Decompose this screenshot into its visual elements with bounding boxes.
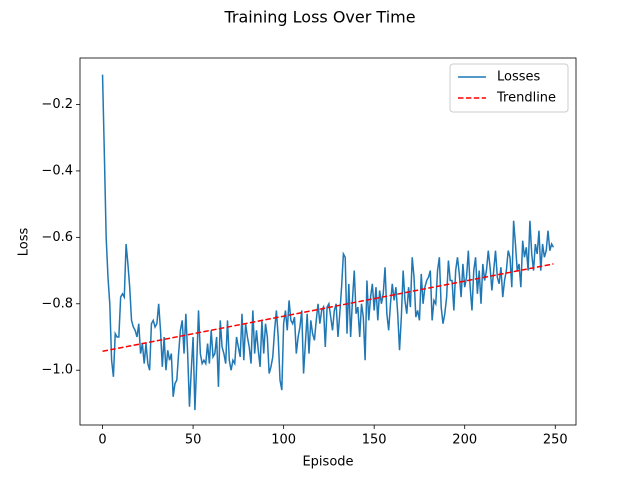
x-tick-label: 200: [452, 433, 477, 448]
line-series: [101, 74, 555, 411]
x-tick-label: 50: [185, 433, 202, 448]
legend-box: [449, 63, 569, 113]
legend-label: Losses: [497, 70, 541, 85]
x-tick-label: 0: [98, 433, 106, 448]
y-tick-label: −0.2: [41, 97, 73, 112]
x-tick-label: 100: [271, 433, 296, 448]
x-tick-label: 250: [543, 433, 568, 448]
y-axis-label: Loss: [17, 228, 32, 257]
y-tick-label: −0.6: [41, 230, 73, 245]
chart-title: Training Loss Over Time: [223, 8, 415, 27]
x-tick-label: 150: [362, 433, 387, 448]
legend-label: Trendline: [496, 91, 556, 106]
y-tick-label: −0.8: [41, 296, 73, 311]
line-series: [102, 263, 554, 353]
y-tick-label: −0.4: [41, 163, 73, 178]
axes-frame: [79, 57, 577, 426]
y-tick-label: −1.0: [41, 363, 73, 378]
x-axis-label: Episode: [302, 455, 353, 470]
